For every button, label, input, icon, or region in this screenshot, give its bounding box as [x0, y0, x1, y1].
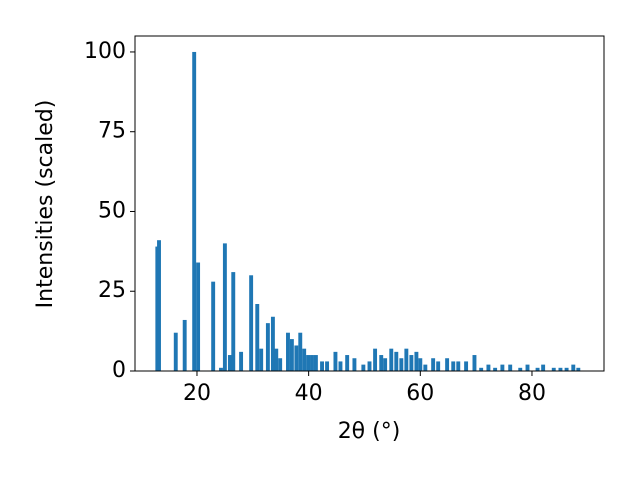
- bar: [500, 364, 505, 371]
- bar: [558, 367, 563, 371]
- bar: [298, 332, 303, 371]
- bar: [352, 358, 357, 371]
- bar: [196, 262, 201, 371]
- x-axis-label: 2θ (°): [338, 419, 401, 444]
- y-tick-label: 75: [98, 119, 126, 144]
- x-tick-label: 60: [406, 381, 434, 406]
- bar: [409, 355, 414, 371]
- bar: [222, 243, 227, 371]
- bar: [192, 51, 197, 371]
- y-axis-label: Intensities (scaled): [33, 100, 58, 309]
- bar: [551, 367, 556, 371]
- bar: [373, 348, 378, 371]
- bar: [182, 319, 187, 371]
- bar: [157, 240, 161, 371]
- bar: [338, 361, 343, 371]
- bar: [541, 364, 546, 371]
- bar: [219, 367, 223, 371]
- bar: [173, 332, 178, 371]
- bar: [464, 361, 469, 371]
- bar: [571, 364, 576, 371]
- bar: [239, 351, 244, 371]
- bar: [345, 355, 350, 371]
- bar: [576, 367, 581, 371]
- bar: [414, 351, 419, 371]
- bar: [399, 358, 404, 371]
- bar: [394, 351, 399, 371]
- bar: [270, 316, 275, 371]
- bar: [361, 364, 366, 371]
- x-tick-label: 20: [183, 381, 211, 406]
- y-tick-label: 50: [98, 198, 126, 223]
- y-tick-label: 0: [112, 358, 126, 383]
- y-tick-label: 25: [98, 278, 126, 303]
- bar: [265, 323, 270, 371]
- bar: [493, 367, 498, 371]
- bar: [255, 304, 260, 371]
- bar: [445, 358, 450, 371]
- bar: [286, 332, 290, 371]
- bar: [535, 367, 540, 371]
- bar: [486, 364, 491, 371]
- bar: [274, 348, 279, 371]
- bar: [508, 364, 513, 371]
- bar: [383, 358, 388, 371]
- bar: [479, 367, 484, 371]
- bar: [259, 348, 264, 371]
- bar: [389, 348, 394, 371]
- bar: [456, 361, 461, 371]
- bar: [320, 361, 324, 371]
- bar: [404, 348, 409, 371]
- bar: [306, 355, 311, 371]
- bar: [249, 275, 254, 371]
- bar: [518, 367, 523, 371]
- bar: [418, 358, 423, 371]
- bar: [564, 367, 569, 371]
- bar: [294, 345, 299, 371]
- bar: [333, 351, 338, 371]
- bar: [227, 355, 232, 371]
- x-tick-label: 40: [295, 381, 323, 406]
- plot-frame: [134, 35, 605, 372]
- bar: [310, 355, 314, 371]
- bar: [525, 364, 530, 371]
- bar: [278, 358, 283, 371]
- bar: [431, 358, 436, 371]
- bar: [325, 361, 330, 371]
- bar: [302, 348, 307, 371]
- bar: [231, 272, 236, 371]
- bar: [313, 355, 318, 371]
- x-tick-label: 80: [518, 381, 546, 406]
- bar: [211, 281, 216, 371]
- bar: [289, 339, 294, 371]
- bar: [367, 361, 372, 371]
- bar: [379, 355, 384, 371]
- bar: [436, 361, 441, 371]
- bar: [472, 355, 477, 371]
- bar: [451, 361, 456, 371]
- bar: [423, 364, 428, 371]
- y-tick-label: 100: [84, 39, 126, 64]
